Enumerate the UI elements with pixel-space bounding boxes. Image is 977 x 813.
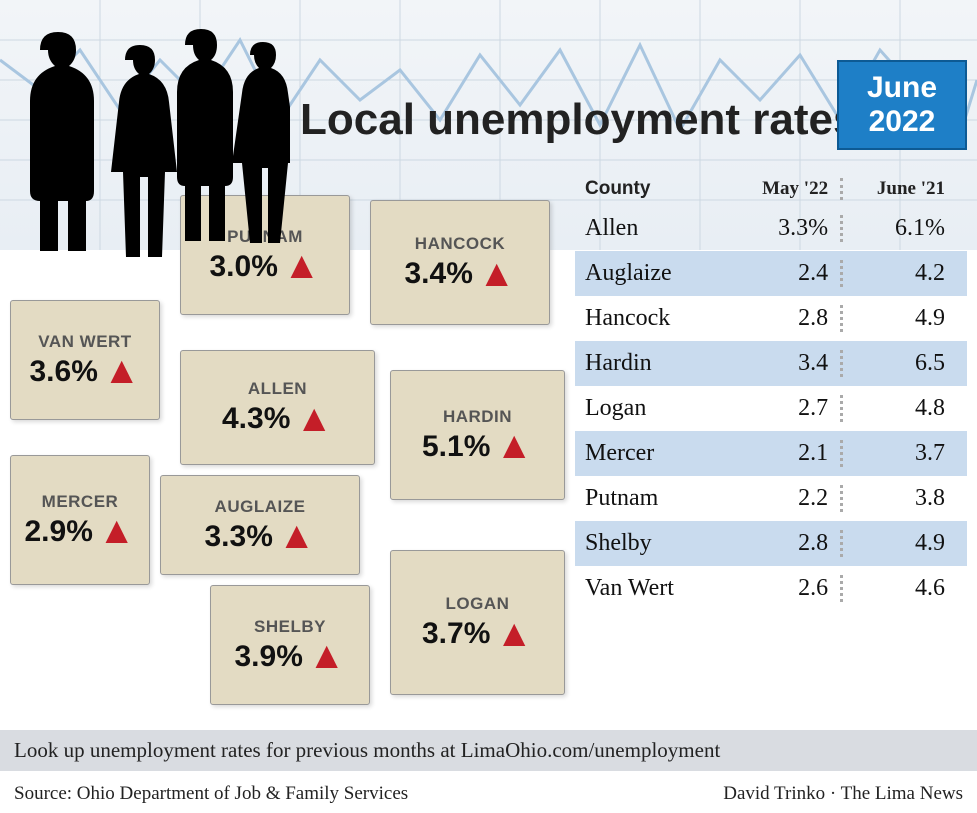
arrow-up-icon: ▲ [295, 406, 333, 433]
arrow-up-icon: ▲ [103, 358, 141, 385]
cell-may: 2.4 [734, 260, 840, 287]
county-pct: 3.3% [204, 520, 272, 554]
cell-county: Hardin [585, 350, 734, 377]
cell-june: 4.2 [851, 260, 957, 287]
county-label: HANCOCK [415, 234, 505, 254]
county-pct: 3.9% [234, 640, 302, 674]
cell-county: Allen [585, 215, 734, 242]
arrow-up-icon: ▲ [308, 643, 346, 670]
date-year: 2022 [869, 105, 936, 139]
county-label: SHELBY [254, 617, 326, 637]
source-text: Source: Ohio Department of Job & Family … [14, 783, 408, 805]
date-month: June [867, 71, 937, 105]
table-row: Hancock2.8 4.9 [575, 296, 967, 341]
county-label: ALLEN [248, 379, 307, 399]
cell-may: 3.4 [734, 350, 840, 377]
th-june: June '21 [851, 178, 957, 200]
table-header: County May '22 June '21 [575, 172, 967, 206]
county-label: HARDIN [443, 407, 512, 427]
county-pct: 2.9% [24, 515, 92, 549]
county-pct: 3.6% [29, 355, 97, 389]
county-shelby: SHELBY 3.9%▲ [210, 585, 370, 705]
table-row: Van Wert2.6 4.6 [575, 566, 967, 611]
footnote: Look up unemployment rates for previous … [0, 730, 977, 771]
table-row: Shelby2.8 4.9 [575, 521, 967, 566]
cell-may: 2.2 [734, 485, 840, 512]
cell-county: Shelby [585, 530, 734, 557]
county-hancock: HANCOCK 3.4%▲ [370, 200, 550, 325]
date-badge: June 2022 [837, 60, 967, 150]
table-row: Putnam2.2 3.8 [575, 476, 967, 521]
county-pct: 3.7% [422, 617, 490, 651]
table-row: Mercer2.1 3.7 [575, 431, 967, 476]
county-vanwert: VAN WERT 3.6%▲ [10, 300, 160, 420]
county-hardin: HARDIN 5.1%▲ [390, 370, 565, 500]
county-label: MERCER [42, 492, 119, 512]
cell-may: 2.7 [734, 395, 840, 422]
county-auglaize: AUGLAIZE 3.3%▲ [160, 475, 360, 575]
cell-county: Logan [585, 395, 734, 422]
cell-county: Van Wert [585, 575, 734, 602]
table-row: Auglaize2.4 4.2 [575, 251, 967, 296]
cell-may: 2.8 [734, 305, 840, 332]
cell-may: 2.6 [734, 575, 840, 602]
county-mercer: MERCER 2.9%▲ [10, 455, 150, 585]
arrow-up-icon: ▲ [495, 433, 533, 460]
page-title: Local unemployment rates [300, 95, 857, 145]
arrow-up-icon: ▲ [478, 261, 516, 288]
arrow-up-icon: ▲ [98, 518, 136, 545]
county-label: VAN WERT [38, 332, 131, 352]
comparison-table: County May '22 June '21 Allen3.3% 6.1% Aug… [575, 172, 967, 611]
county-label: LOGAN [446, 594, 510, 614]
cell-june: 6.5 [851, 350, 957, 377]
table-row: Hardin3.4 6.5 [575, 341, 967, 386]
arrow-up-icon: ▲ [495, 621, 533, 648]
county-map: VAN WERT 3.6%▲ PUTNAM 3.0%▲ HANCOCK 3.4%… [10, 195, 565, 695]
cell-june: 6.1% [851, 215, 957, 242]
cell-county: Auglaize [585, 260, 734, 287]
cell-june: 4.8 [851, 395, 957, 422]
county-pct: 3.4% [404, 257, 472, 291]
county-logan: LOGAN 3.7%▲ [390, 550, 565, 695]
county-pct: 4.3% [222, 402, 290, 436]
byline-text: David Trinko · The Lima News [723, 783, 963, 805]
cell-county: Hancock [585, 305, 734, 332]
county-pct: 5.1% [422, 430, 490, 464]
table-row: Allen3.3% 6.1% [575, 206, 967, 251]
th-county: County [585, 178, 734, 200]
cell-may: 3.3% [734, 215, 840, 242]
cell-county: Mercer [585, 440, 734, 467]
cell-june: 4.9 [851, 530, 957, 557]
county-label: AUGLAIZE [215, 497, 306, 517]
arrow-up-icon: ▲ [278, 523, 316, 550]
county-allen: ALLEN 4.3%▲ [180, 350, 375, 465]
cell-june: 4.9 [851, 305, 957, 332]
cell-june: 4.6 [851, 575, 957, 602]
table-row: Logan2.7 4.8 [575, 386, 967, 431]
th-may: May '22 [734, 178, 840, 200]
cell-may: 2.1 [734, 440, 840, 467]
cell-june: 3.8 [851, 485, 957, 512]
cell-may: 2.8 [734, 530, 840, 557]
people-silhouettes-icon [10, 20, 290, 270]
cell-county: Putnam [585, 485, 734, 512]
cell-june: 3.7 [851, 440, 957, 467]
